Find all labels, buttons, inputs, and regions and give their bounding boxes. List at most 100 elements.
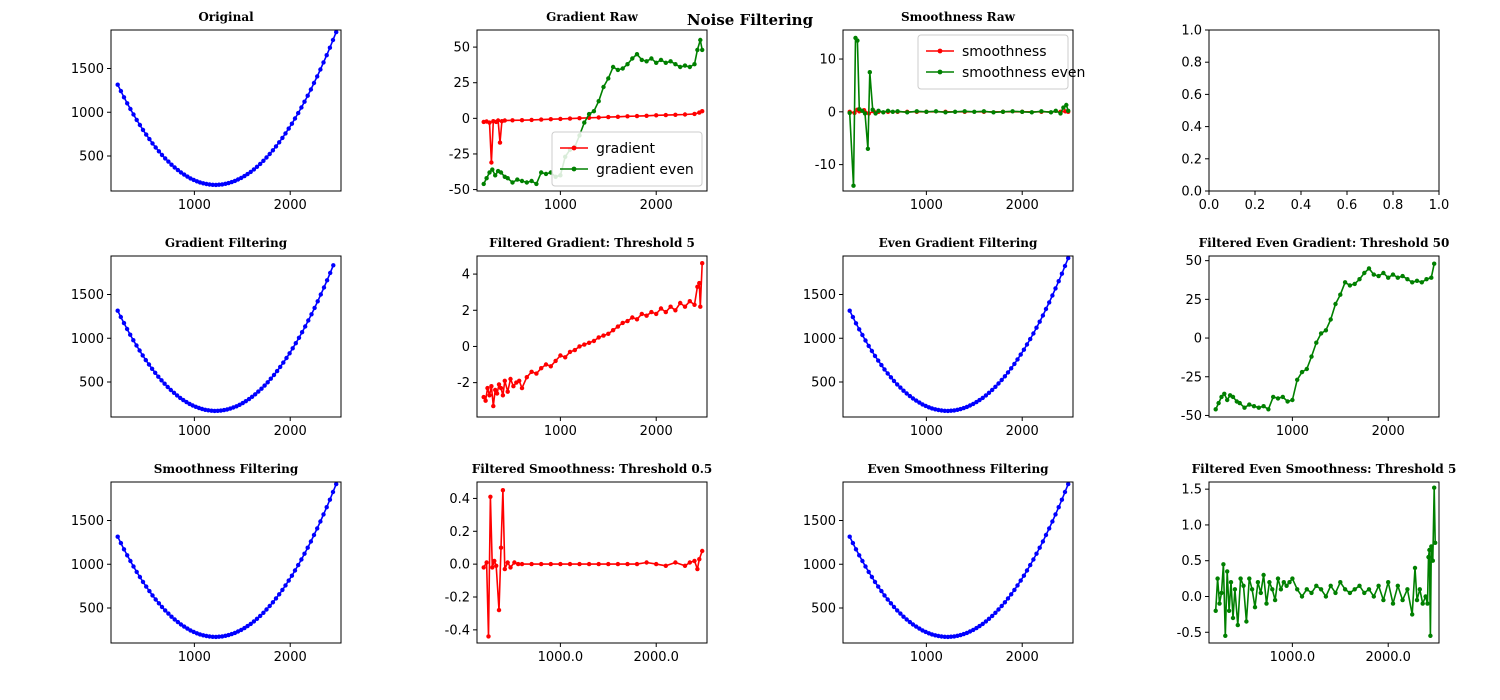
data-point bbox=[512, 560, 517, 565]
data-point bbox=[327, 497, 333, 502]
subplot-title: Smoothness Filtering bbox=[154, 462, 299, 476]
data-point bbox=[261, 610, 266, 615]
data-point bbox=[159, 152, 165, 158]
data-point bbox=[267, 603, 272, 609]
data-point bbox=[321, 60, 326, 65]
data-point bbox=[1242, 405, 1247, 410]
data-point bbox=[318, 519, 323, 524]
data-point bbox=[971, 627, 976, 633]
data-point bbox=[972, 109, 977, 115]
x-tick-label: 1000.0 bbox=[1270, 650, 1316, 665]
legend-label: smoothness bbox=[962, 44, 1047, 60]
data-point bbox=[586, 561, 592, 567]
data-point bbox=[596, 115, 601, 120]
data-point bbox=[644, 313, 649, 318]
x-tick-label: 2000 bbox=[274, 198, 307, 213]
data-point bbox=[287, 351, 292, 356]
series-line bbox=[1214, 486, 1436, 637]
data-point bbox=[1222, 391, 1227, 396]
data-point bbox=[1043, 306, 1049, 312]
data-point bbox=[625, 318, 630, 324]
data-point bbox=[1238, 576, 1243, 581]
data-point bbox=[147, 588, 152, 594]
series-0 bbox=[847, 482, 1071, 640]
data-point bbox=[293, 341, 298, 346]
subplot-gradient_filtering: Gradient Filtering 1000 2000 500 1000 1500 bbox=[71, 236, 342, 439]
data-point bbox=[248, 621, 253, 627]
x-tick-label: 2000 bbox=[640, 424, 673, 439]
axes-frame bbox=[842, 481, 1074, 644]
x-tick-label: 2000 bbox=[274, 424, 307, 439]
subplot-title: Gradient Raw bbox=[546, 10, 638, 24]
data-point bbox=[1333, 590, 1338, 596]
subplot-empty: 0.0 0.2 0.4 0.6 0.8 1.0 0.0 0.2 0.4 0.6 0.8 1.0 bbox=[1181, 24, 1449, 214]
data-point bbox=[331, 263, 336, 268]
data-point bbox=[529, 561, 534, 567]
data-point bbox=[299, 105, 304, 110]
data-point bbox=[324, 278, 330, 283]
data-point bbox=[1267, 580, 1272, 585]
data-point bbox=[1062, 489, 1068, 495]
data-point bbox=[121, 320, 127, 326]
data-point bbox=[178, 622, 184, 627]
data-point bbox=[1275, 576, 1281, 581]
data-point bbox=[658, 57, 664, 63]
y-tick-label: 1000 bbox=[71, 106, 104, 121]
data-point bbox=[1066, 482, 1071, 487]
y-tick-label: 0.0 bbox=[1181, 185, 1202, 200]
data-point bbox=[548, 364, 553, 369]
data-point bbox=[534, 371, 539, 376]
data-point bbox=[210, 182, 215, 187]
data-point bbox=[1249, 587, 1255, 592]
data-point bbox=[283, 131, 288, 136]
data-point bbox=[673, 112, 678, 118]
legend-marker bbox=[571, 145, 577, 151]
data-point bbox=[318, 292, 323, 297]
data-point bbox=[687, 560, 692, 565]
data-point bbox=[254, 616, 260, 621]
data-point bbox=[1261, 404, 1266, 409]
y-tick-label: -10 bbox=[815, 158, 836, 173]
data-point bbox=[309, 312, 314, 317]
data-point bbox=[305, 545, 310, 550]
data-point bbox=[1304, 366, 1310, 372]
data-point bbox=[634, 317, 640, 322]
subplot-title: Filtered Gradient: Threshold 5 bbox=[489, 236, 695, 250]
data-point bbox=[1429, 544, 1434, 549]
series-0 bbox=[115, 482, 339, 640]
subplot-filtered_smoothness: Filtered Smoothness: Threshold 0.5 1000.0… bbox=[445, 462, 713, 665]
data-point bbox=[620, 320, 625, 326]
y-tick-label: 1500 bbox=[803, 288, 836, 303]
data-point bbox=[292, 116, 298, 121]
data-point bbox=[869, 348, 875, 354]
data-point bbox=[1020, 109, 1025, 115]
y-tick-label: 50 bbox=[453, 41, 470, 56]
data-point bbox=[166, 611, 171, 616]
data-point bbox=[1053, 286, 1058, 291]
data-point bbox=[990, 613, 995, 619]
data-point bbox=[140, 579, 146, 585]
data-point bbox=[1021, 347, 1027, 352]
y-tick-label: 500 bbox=[79, 376, 104, 391]
data-point bbox=[315, 526, 320, 531]
data-point bbox=[487, 120, 492, 125]
data-point bbox=[700, 109, 705, 114]
data-point bbox=[582, 342, 587, 347]
data-point bbox=[907, 393, 913, 399]
data-point bbox=[697, 557, 702, 562]
data-point bbox=[543, 171, 549, 177]
data-point bbox=[993, 384, 998, 389]
data-point bbox=[1021, 573, 1027, 578]
data-point bbox=[131, 564, 136, 569]
data-point bbox=[265, 380, 270, 385]
data-point bbox=[939, 408, 944, 413]
data-point bbox=[577, 344, 582, 349]
data-point bbox=[334, 482, 339, 487]
y-tick-label: -25 bbox=[1181, 370, 1202, 385]
data-point bbox=[529, 369, 534, 374]
data-point bbox=[508, 376, 513, 382]
data-point bbox=[1414, 597, 1420, 603]
data-point bbox=[497, 140, 503, 145]
data-point bbox=[553, 358, 558, 364]
